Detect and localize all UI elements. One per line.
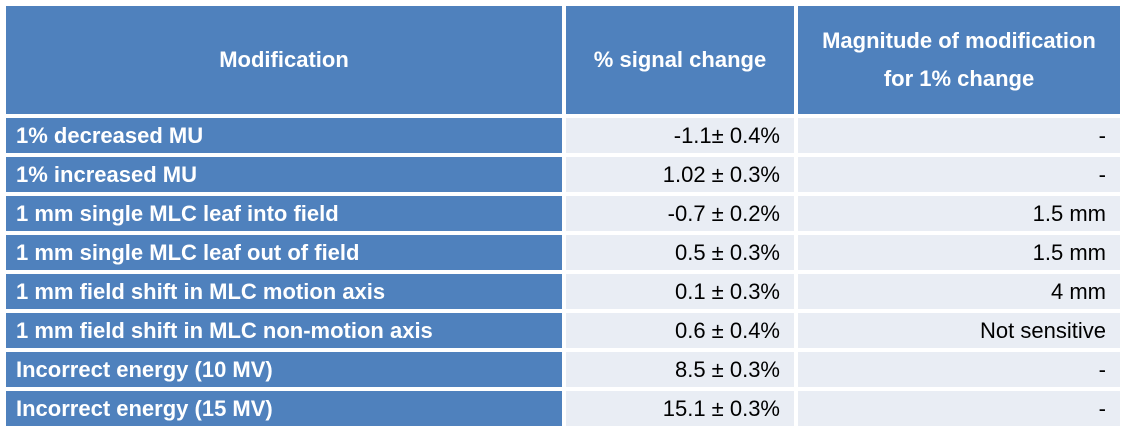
table-row: 1 mm single MLC leaf out of field 0.5 ± … (4, 233, 1122, 272)
table-row: 1% increased MU 1.02 ± 0.3% - (4, 155, 1122, 194)
magnitude-cell: 4 mm (796, 272, 1122, 311)
table-row: Incorrect energy (10 MV) 8.5 ± 0.3% - (4, 350, 1122, 389)
table-row: 1 mm single MLC leaf into field -0.7 ± 0… (4, 194, 1122, 233)
signal-change-cell: 0.6 ± 0.4% (564, 311, 796, 350)
header-row: Modification % signal change Magnitude o… (4, 4, 1122, 116)
modification-cell: Incorrect energy (10 MV) (4, 350, 564, 389)
table-row: 1 mm field shift in MLC non-motion axis … (4, 311, 1122, 350)
magnitude-cell: - (796, 116, 1122, 155)
modification-cell: 1 mm field shift in MLC motion axis (4, 272, 564, 311)
signal-change-cell: 8.5 ± 0.3% (564, 350, 796, 389)
header-magnitude: Magnitude of modification for 1% change (796, 4, 1122, 116)
signal-change-cell: -1.1± 0.4% (564, 116, 796, 155)
magnitude-cell: 1.5 mm (796, 194, 1122, 233)
magnitude-cell: Not sensitive (796, 311, 1122, 350)
modification-table: Modification % signal change Magnitude o… (4, 4, 1122, 428)
magnitude-cell: 1.5 mm (796, 233, 1122, 272)
signal-change-cell: -0.7 ± 0.2% (564, 194, 796, 233)
signal-change-cell: 15.1 ± 0.3% (564, 389, 796, 428)
modification-cell: Incorrect energy (15 MV) (4, 389, 564, 428)
magnitude-cell: - (796, 389, 1122, 428)
magnitude-cell: - (796, 155, 1122, 194)
header-modification: Modification (4, 4, 564, 116)
modification-cell: 1 mm single MLC leaf into field (4, 194, 564, 233)
table-row: Incorrect energy (15 MV) 15.1 ± 0.3% - (4, 389, 1122, 428)
modification-cell: 1 mm field shift in MLC non-motion axis (4, 311, 564, 350)
modification-cell: 1 mm single MLC leaf out of field (4, 233, 564, 272)
table-row: 1 mm field shift in MLC motion axis 0.1 … (4, 272, 1122, 311)
signal-change-cell: 1.02 ± 0.3% (564, 155, 796, 194)
header-signal-change: % signal change (564, 4, 796, 116)
magnitude-cell: - (796, 350, 1122, 389)
modification-cell: 1% increased MU (4, 155, 564, 194)
table-row: 1% decreased MU -1.1± 0.4% - (4, 116, 1122, 155)
signal-change-cell: 0.5 ± 0.3% (564, 233, 796, 272)
signal-change-cell: 0.1 ± 0.3% (564, 272, 796, 311)
modification-cell: 1% decreased MU (4, 116, 564, 155)
